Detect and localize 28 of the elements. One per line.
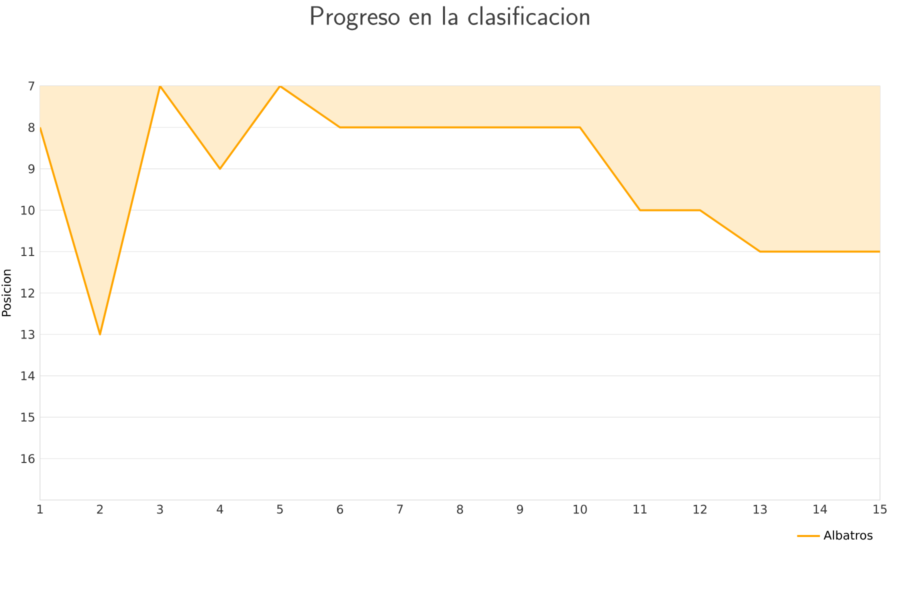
x-tick-label: 14 <box>814 504 827 514</box>
y-tick-label: 16 <box>21 454 35 464</box>
y-tick-label: 8 <box>28 122 34 132</box>
y-tick-label: 12 <box>21 288 34 298</box>
y-tick-label: 10 <box>21 206 34 215</box>
x-tick-label: 1 <box>38 504 43 514</box>
x-tick-label: 12 <box>694 504 706 514</box>
y-tick-label: 13 <box>21 330 34 339</box>
x-tick-label: 4 <box>216 504 224 514</box>
chart-title: Progreso en la clasificacion <box>311 6 590 30</box>
x-tick-label: 15 <box>874 504 887 514</box>
y-tick-label: 14 <box>21 371 35 380</box>
x-tick-label: 5 <box>277 504 283 514</box>
x-tick-label: 10 <box>574 504 587 514</box>
x-tick-label: 7 <box>397 504 403 514</box>
y-tick-label: 15 <box>21 412 34 422</box>
x-tick-label: 3 <box>157 504 163 514</box>
x-tick-label: 2 <box>97 504 103 514</box>
y-tick-label: 7 <box>28 82 34 90</box>
y-tick-label: 11 <box>21 247 34 256</box>
x-tick-label: 9 <box>516 504 523 514</box>
y-tick-label: 9 <box>28 164 34 174</box>
x-tick-label: 13 <box>754 504 767 514</box>
y-axis-title: Posicion <box>2 270 11 316</box>
x-tick-label: 8 <box>457 504 464 514</box>
legend-label: Albatros <box>824 530 873 540</box>
x-tick-label: 6 <box>337 504 344 514</box>
x-tick-label: 11 <box>634 504 647 514</box>
